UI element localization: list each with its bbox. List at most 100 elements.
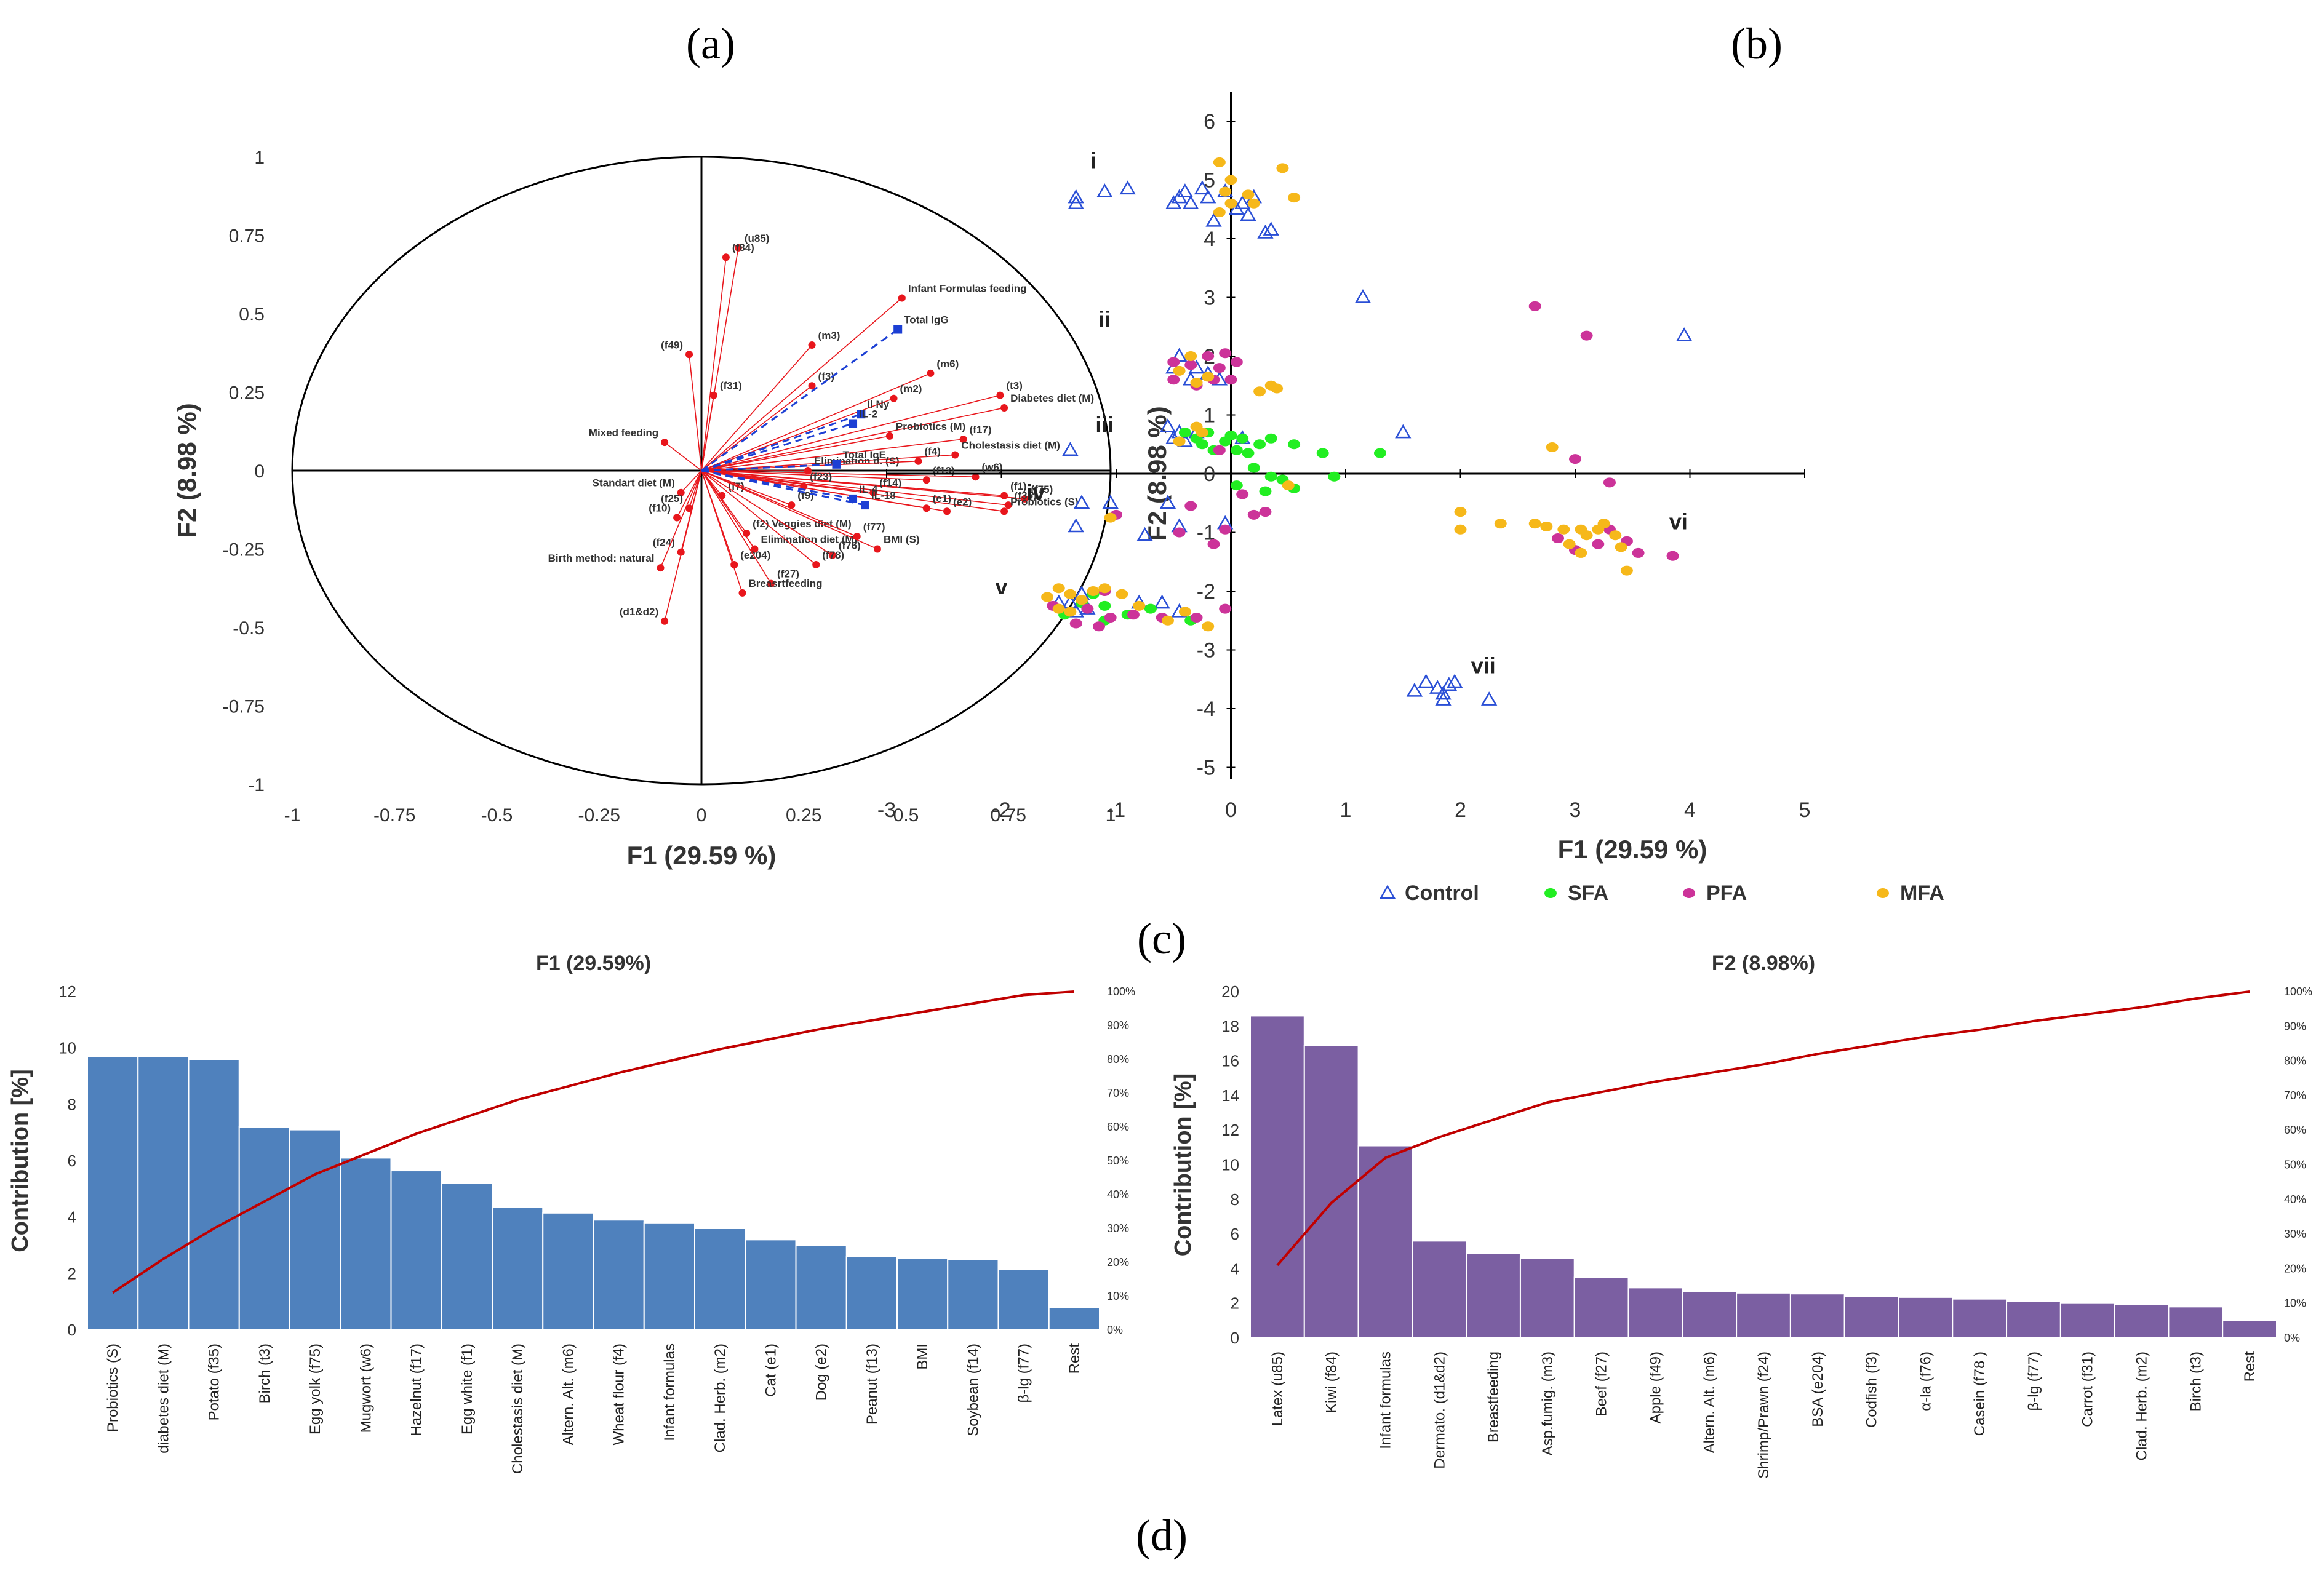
control-point [1676, 327, 1693, 341]
variable-label: (m2) [900, 383, 922, 395]
bar [289, 1129, 341, 1331]
variable-label: Standart diet (M) [593, 477, 675, 489]
variable-vector [660, 470, 702, 568]
y2-tick-label: 60% [2284, 1124, 2306, 1136]
bar [542, 1212, 594, 1331]
f2-contribution-chart: F2 (8.98%) Contribution [%] 0 2 4 6 8 10 12 14 16 1… [1170, 952, 2312, 1479]
variable-label: IL-2 [859, 408, 877, 420]
category-label: Altern. Alt. (m6) [560, 1343, 577, 1445]
bar [1843, 1295, 1899, 1339]
variable-label: (e204) [740, 549, 770, 561]
y-tick-label: 6 [1231, 1225, 1239, 1243]
variable-label: (f35) [1015, 490, 1037, 501]
variable-label: (f27) [777, 568, 799, 580]
variable-label: (f10) [649, 503, 671, 514]
variable-marker [927, 369, 935, 377]
category-label: Beef (f27) [1594, 1351, 1610, 1416]
y2-tick-label: 50% [1107, 1155, 1129, 1167]
y-tick-label: 4 [1231, 1259, 1239, 1278]
y2-tick-label: 100% [2284, 985, 2312, 998]
variable-vector [701, 328, 899, 472]
y-axis-title: Contribution [%] [7, 1069, 33, 1252]
y-tick-label: -0.75 [223, 697, 265, 717]
control-point [1480, 691, 1498, 706]
variable-label: Breasrtfeeding [749, 578, 823, 589]
control-point [1234, 195, 1251, 209]
y-tick-label: 4 [1204, 228, 1215, 251]
legend-marker-mfa [1877, 888, 1889, 898]
variable-marker [873, 545, 881, 553]
y2-tick-label: 30% [2284, 1228, 2306, 1240]
category-label: Peanut (f13) [864, 1343, 880, 1425]
bar [1682, 1290, 1738, 1339]
y-tick-label: -5 [1197, 757, 1215, 780]
variable-marker [722, 253, 730, 261]
y-axis-title: F2 (8.98 %) [172, 403, 201, 538]
variable-marker [677, 488, 685, 496]
y2-tick-label: 20% [1107, 1256, 1129, 1268]
variable-vector [701, 470, 1025, 499]
y-tick-label: 0 [1204, 463, 1215, 486]
variable-label: Cholestasis diet (M) [961, 440, 1060, 452]
bar [997, 1268, 1050, 1331]
mfa-point [1597, 519, 1610, 529]
x-tick-label: 4 [1684, 798, 1696, 822]
variable-vector [676, 470, 702, 518]
mfa-point [1546, 442, 1559, 453]
mfa-point [1133, 600, 1146, 611]
bar [340, 1157, 392, 1331]
legend-label: Control [1405, 882, 1479, 905]
bar [1048, 1307, 1100, 1331]
control-point [1240, 207, 1256, 221]
cluster-label: vii [1471, 653, 1496, 679]
category-label: Infant formulas [661, 1343, 678, 1441]
category-label: Codfish (f3) [1864, 1351, 1880, 1428]
mfa-point [1615, 542, 1627, 552]
bar [694, 1228, 746, 1331]
y2-tick-label: 40% [1107, 1188, 1129, 1201]
mfa-point [1242, 189, 1255, 200]
mfa-point [1224, 198, 1237, 209]
variable-label: (m6) [936, 358, 959, 370]
pfa-point [1173, 527, 1186, 538]
legend-label: MFA [1900, 882, 1944, 905]
variable-marker [1021, 495, 1029, 503]
x-tick-label: -2 [992, 798, 1010, 822]
sfa-point [1247, 463, 1260, 473]
cumulative-line [1276, 990, 2250, 1267]
mfa-point [1161, 615, 1174, 626]
variable-vector [701, 436, 890, 471]
y2-tick-label: 0% [2284, 1332, 2300, 1344]
y-tick-label: 1 [254, 148, 265, 168]
control-point [1354, 289, 1372, 303]
variable-label: (e2) [953, 496, 972, 507]
variable-label: BMI (S) [884, 534, 920, 546]
bar [1627, 1287, 1683, 1339]
bar [745, 1239, 797, 1331]
mfa-point [1219, 186, 1232, 197]
y-tick-label: -0.5 [233, 618, 265, 639]
variable-marker [685, 351, 693, 359]
pfa-point [1224, 375, 1237, 385]
x-tick-label: -1 [1107, 798, 1125, 822]
category-label: β-lg (f77) [2026, 1351, 2042, 1411]
control-point [1068, 518, 1084, 533]
mfa-point [1282, 480, 1295, 491]
variable-marker [1004, 501, 1012, 509]
variable-label: IL-4 [859, 484, 878, 495]
variable-label: (f3) [818, 370, 834, 382]
control-point [1429, 680, 1446, 694]
mfa-point [1052, 583, 1065, 594]
variable-label: Total IgG [904, 314, 948, 326]
category-label: Potato (f35) [206, 1343, 223, 1420]
y-tick-label: 16 [1221, 1052, 1239, 1070]
bar [593, 1219, 645, 1331]
category-label: Birch (t3) [2187, 1351, 2204, 1411]
control-point [1257, 224, 1274, 239]
variable-label: (f14) [879, 477, 901, 489]
category-label: Hazelnut (f17) [409, 1343, 425, 1436]
variable-vector [701, 439, 964, 471]
variable-marker [804, 467, 812, 474]
chart-title: F2 (8.98%) [1712, 952, 1815, 975]
category-label: Mugwort (w6) [357, 1343, 374, 1433]
